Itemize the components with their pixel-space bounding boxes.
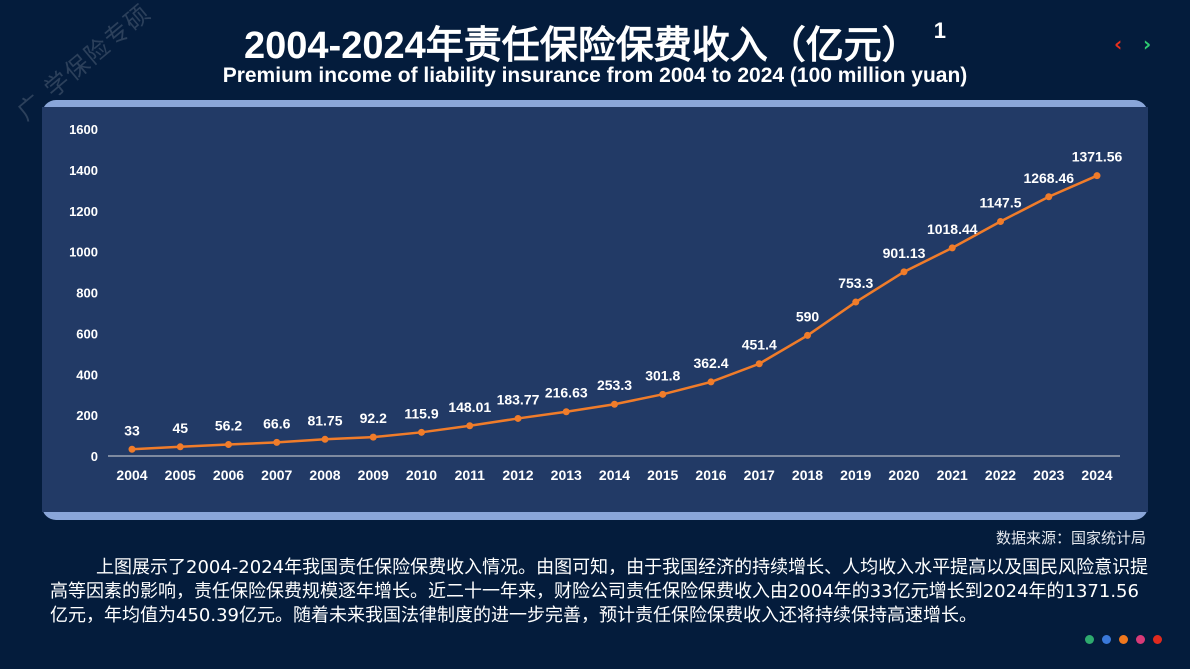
data-point xyxy=(804,331,811,339)
data-label: 33 xyxy=(124,422,140,438)
y-tick-label: 1000 xyxy=(69,245,98,260)
next-arrow-icon[interactable]: › xyxy=(1143,32,1152,56)
prev-arrow-icon[interactable]: ‹ xyxy=(1114,32,1123,56)
x-tick-label: 2013 xyxy=(551,467,582,483)
data-label: 1268.46 xyxy=(1023,170,1074,186)
x-tick-label: 2021 xyxy=(937,467,968,483)
data-point xyxy=(707,378,715,386)
x-tick-label: 2020 xyxy=(888,467,919,483)
data-label: 590 xyxy=(796,308,820,324)
x-tick-label: 2015 xyxy=(647,467,678,483)
page-dot[interactable] xyxy=(1136,635,1145,644)
x-tick-label: 2011 xyxy=(455,467,486,483)
data-label: 81.75 xyxy=(307,412,342,428)
data-point xyxy=(755,360,763,368)
x-tick-label: 2017 xyxy=(744,467,775,483)
data-label: 1147.5 xyxy=(979,194,1021,210)
data-label: 753.3 xyxy=(838,275,873,291)
data-label: 216.63 xyxy=(545,385,588,401)
line-chart: 0 200 400 600 800 1000 1200 1400 1600 2004 2005 200… xyxy=(69,122,1123,483)
page-title: 2004-2024年责任保险保费收入（亿元） 1 xyxy=(0,14,1190,69)
data-label: 1371.56 xyxy=(1072,149,1123,165)
data-label: 92.2 xyxy=(360,410,387,426)
series-line xyxy=(131,174,1098,451)
x-tick-label: 2007 xyxy=(261,467,292,483)
x-tick-label: 2014 xyxy=(599,467,630,483)
data-point xyxy=(321,435,329,443)
data-point xyxy=(1093,172,1101,180)
data-point xyxy=(514,414,522,422)
page-dots xyxy=(1085,635,1162,644)
page-subtitle: Premium income of liability insurance fr… xyxy=(222,64,968,87)
data-point xyxy=(369,433,377,441)
data-label: 253.3 xyxy=(597,377,632,393)
x-tick-label: 2012 xyxy=(502,467,533,483)
chart-panel xyxy=(42,100,1148,520)
data-label: 66.6 xyxy=(263,415,290,431)
data-label: 901.13 xyxy=(883,245,926,261)
x-tick-label: 2010 xyxy=(406,467,437,483)
x-tick-label: 2016 xyxy=(695,467,726,483)
data-point xyxy=(466,422,474,430)
data-point xyxy=(418,428,425,436)
data-point xyxy=(128,445,136,453)
x-tick-label: 2006 xyxy=(213,467,244,483)
x-tick-label: 2019 xyxy=(840,467,871,483)
x-tick-label: 2022 xyxy=(985,467,1016,483)
y-tick-label: 600 xyxy=(76,326,98,341)
title-text: 2004-2024年责任保险保费收入（亿元） xyxy=(244,25,920,67)
data-label: 183.77 xyxy=(497,391,540,407)
x-tick-label: 2005 xyxy=(165,467,196,483)
x-tick-label: 2018 xyxy=(792,467,823,483)
data-point xyxy=(225,441,232,449)
data-label: 362.4 xyxy=(693,355,728,371)
data-point xyxy=(997,217,1004,225)
data-point xyxy=(611,400,618,408)
page-dot[interactable] xyxy=(1102,635,1111,644)
data-point xyxy=(562,408,570,416)
x-tick-label: 2009 xyxy=(358,467,389,483)
data-point xyxy=(273,438,281,446)
data-source: 数据来源：国家统计局 xyxy=(995,529,1146,547)
page-dot[interactable] xyxy=(1085,635,1094,644)
footnote-marker: 1 xyxy=(933,18,946,43)
data-point xyxy=(900,268,908,276)
y-tick-label: 1600 xyxy=(69,122,98,137)
data-label: 301.8 xyxy=(645,367,680,383)
data-label: 1018.44 xyxy=(927,221,978,237)
page-dot[interactable] xyxy=(1119,635,1128,644)
data-point xyxy=(852,298,860,306)
y-tick-label: 1400 xyxy=(69,163,98,178)
x-tick-label: 2008 xyxy=(309,467,340,483)
data-label: 451.4 xyxy=(742,337,777,353)
data-label: 148.01 xyxy=(448,399,491,415)
x-tick-label: 2024 xyxy=(1081,467,1112,483)
y-tick-label: 400 xyxy=(76,367,98,382)
x-tick-label: 2004 xyxy=(116,467,147,483)
data-label: 115.9 xyxy=(404,405,438,421)
y-tick-label: 1200 xyxy=(69,204,98,219)
page-dot[interactable] xyxy=(1153,635,1162,644)
data-point xyxy=(948,244,956,252)
data-point xyxy=(1045,193,1053,201)
y-tick-label: 800 xyxy=(76,286,98,301)
data-label: 45 xyxy=(172,420,188,436)
y-tick-label: 0 xyxy=(91,449,98,464)
y-tick-label: 200 xyxy=(76,408,98,423)
data-point xyxy=(659,390,667,398)
data-label: 56.2 xyxy=(215,418,242,434)
data-point xyxy=(176,443,184,451)
x-tick-label: 2023 xyxy=(1033,467,1064,483)
description-paragraph: 上图展示了2004-2024年我国责任保险保费收入情况。由图可知，由于我国经济的… xyxy=(50,557,1149,626)
